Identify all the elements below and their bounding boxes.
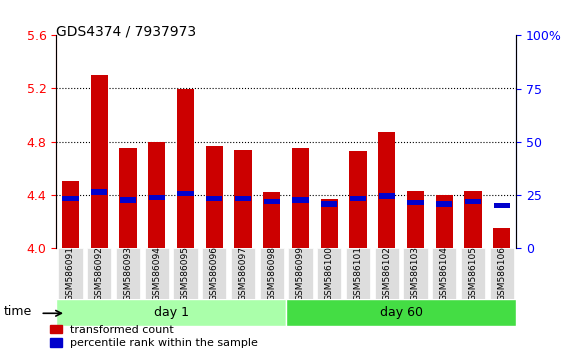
Text: GSM586098: GSM586098 xyxy=(267,246,276,301)
Text: day 60: day 60 xyxy=(380,306,422,319)
Text: GSM586105: GSM586105 xyxy=(468,246,477,301)
FancyBboxPatch shape xyxy=(288,248,312,299)
Text: GSM586102: GSM586102 xyxy=(382,246,391,301)
Text: GSM586099: GSM586099 xyxy=(296,246,305,301)
Text: GSM586092: GSM586092 xyxy=(95,246,104,301)
FancyBboxPatch shape xyxy=(231,248,255,299)
Text: GDS4374 / 7937973: GDS4374 / 7937973 xyxy=(56,25,196,39)
Bar xyxy=(407,200,424,205)
Text: GSM586101: GSM586101 xyxy=(353,246,362,301)
Bar xyxy=(465,191,481,248)
FancyBboxPatch shape xyxy=(490,248,514,299)
FancyBboxPatch shape xyxy=(145,248,169,299)
Bar xyxy=(206,196,222,201)
Bar xyxy=(379,193,395,199)
FancyBboxPatch shape xyxy=(58,248,82,299)
Bar xyxy=(235,196,251,201)
Text: GSM586091: GSM586091 xyxy=(66,246,75,301)
Bar xyxy=(320,199,338,248)
Bar xyxy=(148,142,165,248)
Bar xyxy=(62,181,79,248)
Bar xyxy=(436,201,452,207)
Bar xyxy=(465,199,481,204)
Bar xyxy=(321,201,337,207)
FancyBboxPatch shape xyxy=(87,248,112,299)
FancyBboxPatch shape xyxy=(286,299,516,326)
Text: GSM586100: GSM586100 xyxy=(325,246,334,301)
Bar xyxy=(493,228,511,248)
Bar xyxy=(120,197,136,202)
Bar xyxy=(350,196,366,201)
FancyBboxPatch shape xyxy=(260,248,284,299)
Bar xyxy=(292,197,309,202)
Bar xyxy=(119,148,136,248)
Bar xyxy=(378,132,396,248)
Bar xyxy=(435,195,453,248)
Bar xyxy=(149,195,165,200)
Bar xyxy=(350,151,366,248)
Bar xyxy=(62,196,79,201)
Text: time: time xyxy=(3,305,31,318)
FancyBboxPatch shape xyxy=(173,248,197,299)
FancyBboxPatch shape xyxy=(403,248,427,299)
Text: GSM586097: GSM586097 xyxy=(238,246,247,301)
FancyBboxPatch shape xyxy=(432,248,457,299)
FancyBboxPatch shape xyxy=(317,248,342,299)
Legend: transformed count, percentile rank within the sample: transformed count, percentile rank withi… xyxy=(50,325,258,348)
Text: GSM586104: GSM586104 xyxy=(440,246,449,301)
FancyBboxPatch shape xyxy=(116,248,140,299)
Bar xyxy=(234,149,251,248)
FancyBboxPatch shape xyxy=(461,248,485,299)
FancyBboxPatch shape xyxy=(375,248,399,299)
Text: GSM586106: GSM586106 xyxy=(497,246,506,301)
FancyBboxPatch shape xyxy=(56,299,286,326)
Bar xyxy=(90,75,108,248)
Bar xyxy=(177,88,194,248)
Bar xyxy=(263,192,280,248)
Text: GSM586096: GSM586096 xyxy=(210,246,219,301)
Text: GSM586094: GSM586094 xyxy=(152,246,161,301)
Text: day 1: day 1 xyxy=(154,306,188,319)
Text: GSM586093: GSM586093 xyxy=(123,246,132,301)
Bar xyxy=(407,191,424,248)
Bar xyxy=(91,189,107,195)
Text: GSM586103: GSM586103 xyxy=(411,246,420,301)
Bar xyxy=(292,148,309,248)
FancyBboxPatch shape xyxy=(346,248,370,299)
Bar xyxy=(205,145,223,248)
Bar xyxy=(494,202,510,208)
Bar xyxy=(177,191,194,196)
Text: GSM586095: GSM586095 xyxy=(181,246,190,301)
Bar xyxy=(264,199,280,204)
FancyBboxPatch shape xyxy=(202,248,227,299)
